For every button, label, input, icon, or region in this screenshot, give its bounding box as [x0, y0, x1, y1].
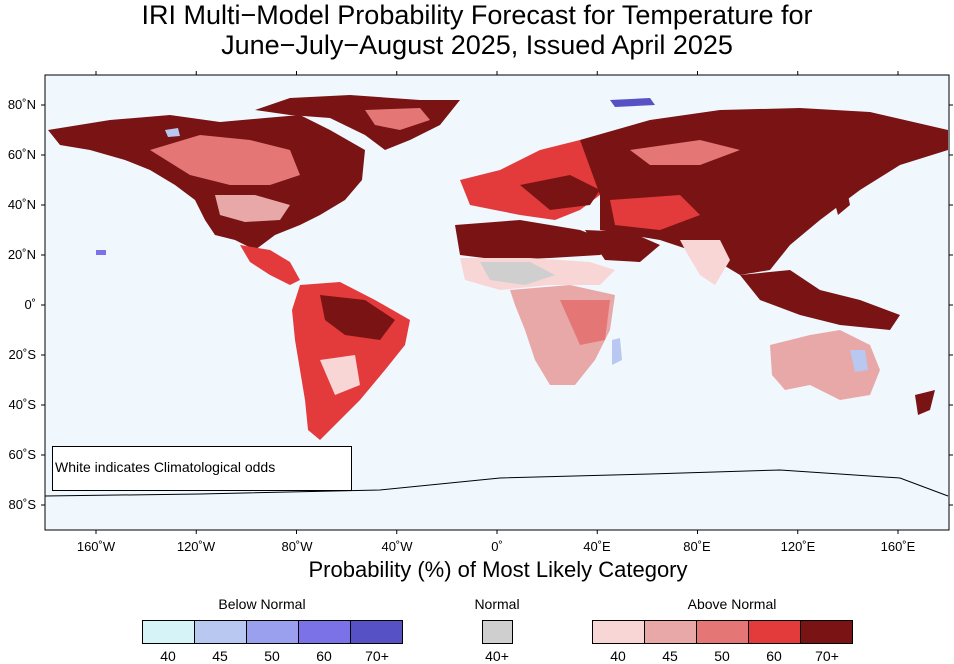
x-tick-label: 80˚W	[281, 539, 313, 554]
region-north-africa	[455, 220, 620, 260]
legend-label-below-70: 70+	[365, 648, 389, 664]
region-europe-dark	[520, 175, 600, 210]
x-tick-label: 40˚E	[583, 539, 611, 554]
region-new-zealand	[915, 390, 935, 415]
region-us-light	[215, 195, 290, 222]
legend-swatch-below-45	[194, 620, 247, 644]
legend-swatch-below-60	[298, 620, 351, 644]
legend-label-above-70: 70+	[815, 648, 839, 664]
region-greenland-center	[365, 108, 430, 130]
x-tick-label: 160˚E	[880, 539, 916, 554]
region-se-asia	[740, 270, 900, 330]
y-tick-label: 20˚N	[7, 247, 36, 262]
region-sahel-gray	[480, 262, 555, 285]
region-japan	[830, 180, 850, 215]
legend-swatch-below-50	[246, 620, 299, 644]
legend-label-above-45: 45	[662, 648, 678, 664]
region-south-america-light	[320, 355, 360, 395]
region-madagascar	[612, 338, 622, 365]
legend-swatch-above-60	[748, 620, 801, 644]
region-amazon-dark	[320, 295, 395, 340]
x-tick-label: 120˚W	[176, 539, 216, 554]
region-india	[680, 240, 730, 285]
map-title-line1: IRI Multi−Model Probability Forecast for…	[141, 0, 813, 30]
region-hawaii-blue	[96, 250, 106, 255]
legend-swatch-normal	[482, 620, 513, 644]
legend-swatch-above-45	[644, 620, 697, 644]
legend-swatch-above-50	[696, 620, 749, 644]
region-canada-blue	[165, 128, 180, 137]
legend-swatch-below-40	[142, 620, 195, 644]
legend-label-below-60: 60	[316, 648, 332, 664]
legend-label-above-40: 40	[610, 648, 626, 664]
legend-title-above: Above Normal	[687, 596, 777, 612]
climatology-note: White indicates Climatological odds	[52, 446, 352, 491]
legend-label-normal: 40+	[485, 648, 509, 664]
legend-label-below-40: 40	[160, 648, 176, 664]
y-tick-label: 80˚N	[7, 97, 36, 112]
region-canada-mid	[150, 135, 300, 185]
legend-label-below-45: 45	[212, 648, 228, 664]
y-tick-label: 0˚	[24, 297, 36, 312]
y-tick-label: 80˚S	[8, 497, 36, 512]
x-tick-label: 80˚E	[683, 539, 711, 554]
region-central-america	[240, 245, 300, 285]
y-tick-label: 40˚N	[7, 197, 36, 212]
x-tick-label: 160˚W	[76, 539, 116, 554]
region-middle-east	[585, 230, 660, 262]
legend-label-above-50: 50	[714, 648, 730, 664]
y-tick-label: 40˚S	[8, 397, 36, 412]
y-tick-label: 60˚N	[7, 147, 36, 162]
axis-ticks	[41, 71, 953, 534]
x-tick-label: 0˚	[491, 539, 503, 554]
region-australia-blue	[850, 350, 868, 372]
y-tick-label: 60˚S	[8, 447, 36, 462]
legend-label-above-60: 60	[766, 648, 782, 664]
x-tick-label: 40˚W	[381, 539, 413, 554]
region-antarctica	[44, 469, 949, 497]
legend-swatch-above-70	[800, 620, 853, 644]
region-central-asia	[610, 195, 700, 230]
legend-title-below: Below Normal	[218, 596, 306, 612]
legend-title-normal: Normal	[474, 596, 520, 612]
y-tick-label: 20˚S	[8, 347, 36, 362]
region-australia	[770, 330, 880, 400]
land-regions	[44, 95, 949, 497]
map-title-line2: June−July−August 2025, Issued April 2025	[221, 30, 733, 60]
region-north-america	[48, 115, 365, 250]
x-tick-label: 120˚E	[780, 539, 816, 554]
region-arctic-blue	[610, 98, 655, 107]
legend-swatch-above-40	[592, 620, 645, 644]
legend-swatch-below-70	[350, 620, 403, 644]
region-africa-east	[560, 300, 610, 345]
legend-label-below-50: 50	[264, 648, 280, 664]
region-siberia-light	[630, 140, 740, 165]
x-axis-title: Probability (%) of Most Likely Category	[308, 557, 688, 582]
